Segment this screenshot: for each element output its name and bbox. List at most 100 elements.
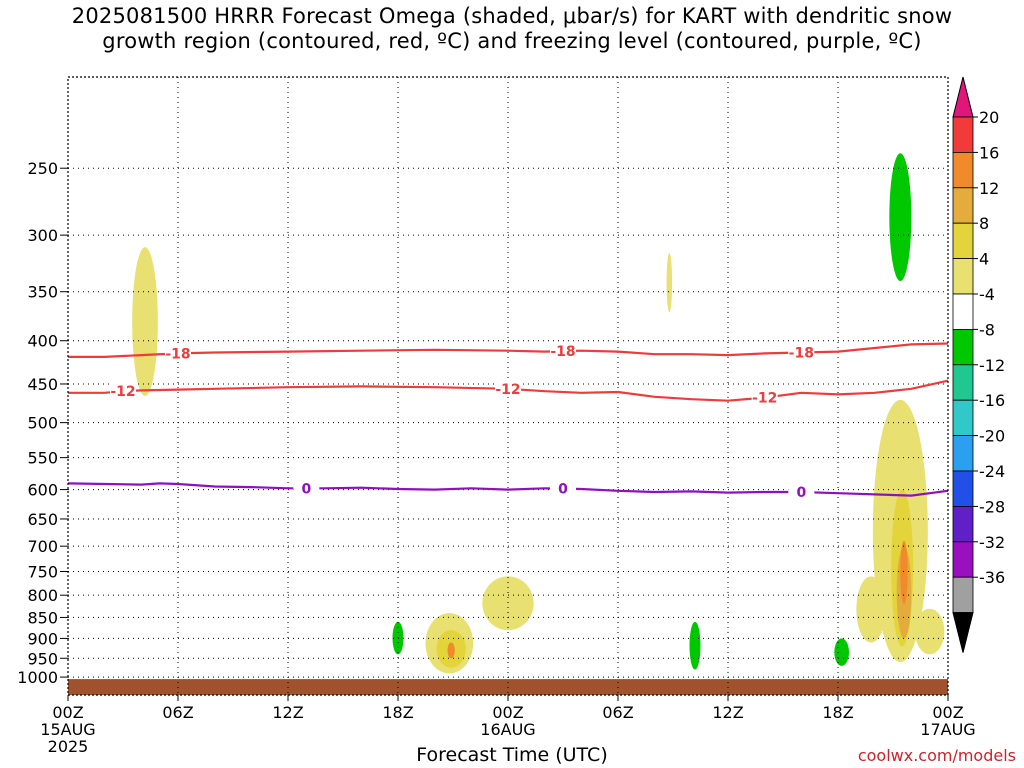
omega-region bbox=[689, 621, 701, 670]
x-tick-label: 15AUG bbox=[40, 720, 95, 739]
grid-layer bbox=[68, 77, 948, 695]
x-tick-label: 17AUG bbox=[920, 720, 975, 739]
x-tick-label: 18Z bbox=[822, 703, 853, 722]
colorbar-label: -16 bbox=[979, 391, 1005, 410]
credit-text: coolwx.com/models bbox=[857, 746, 1016, 765]
omega-region bbox=[795, 566, 815, 618]
colorbar-swatch bbox=[952, 435, 974, 472]
y-tick-label: 950 bbox=[27, 649, 58, 668]
contour-label: 0 bbox=[301, 481, 311, 497]
chart-title: 2025081500 HRRR Forecast Omega (shaded, … bbox=[0, 4, 1024, 54]
y-tick-label: 900 bbox=[27, 629, 58, 648]
contour-label-bg bbox=[165, 345, 191, 362]
freezing-level-contour bbox=[67, 482, 949, 497]
colorbar-label: -4 bbox=[979, 285, 995, 304]
x-axis-label: Forecast Time (UTC) bbox=[416, 744, 608, 766]
contour-label-bg bbox=[788, 344, 815, 361]
dgz-contour bbox=[68, 379, 949, 402]
colorbar-label: -32 bbox=[979, 533, 1005, 552]
x-tick-label: 06Z bbox=[162, 703, 193, 722]
colorbar-swatch bbox=[952, 258, 974, 295]
omega-region bbox=[368, 576, 421, 668]
contour-label-bg bbox=[110, 383, 136, 400]
omega-region bbox=[475, 619, 494, 665]
y-tick-label: 600 bbox=[27, 481, 58, 500]
colorbar-swatch bbox=[952, 399, 974, 437]
omega-region bbox=[96, 501, 106, 552]
colorbar: 20 16 12 8 4 -4 -8 -12 -16 -20 -24 -28 -32 -36 bbox=[952, 76, 1005, 653]
contour-label-bg bbox=[788, 484, 815, 501]
x-tick-label: 00Z bbox=[932, 703, 963, 722]
omega-region bbox=[915, 608, 945, 655]
x-tick-label: 18Z bbox=[382, 703, 413, 722]
y-tick-label: 250 bbox=[27, 159, 58, 178]
contour-label: 0 bbox=[558, 482, 568, 498]
x-tick-label: 00Z bbox=[52, 703, 83, 722]
contour-label-bg bbox=[550, 343, 576, 360]
colorbar-label: -20 bbox=[979, 427, 1005, 446]
colorbar-swatch bbox=[952, 151, 974, 189]
contour-label: -12 bbox=[752, 391, 777, 407]
contour-layer: -18 -18 -18 -12 -12 -12 0 0 0 bbox=[67, 342, 949, 501]
title-line-2: growth region (contoured, red, ºC) and f… bbox=[102, 29, 922, 53]
y-tick-label: 750 bbox=[27, 562, 58, 581]
x-tick-label: 12Z bbox=[712, 703, 743, 722]
colorbar-swatch bbox=[952, 116, 974, 153]
omega-region bbox=[720, 383, 732, 445]
colorbar-label: 20 bbox=[979, 108, 999, 127]
contour-label-bg bbox=[751, 389, 778, 406]
dgz-contour bbox=[68, 342, 949, 358]
y-tick-label: 800 bbox=[27, 586, 58, 605]
contour-label: -12 bbox=[495, 382, 520, 398]
omega-region bbox=[838, 524, 849, 567]
x-tick-label: 16AUG bbox=[480, 720, 535, 739]
x-tick-label: 00Z bbox=[492, 703, 523, 722]
y-tick-label: 550 bbox=[27, 449, 58, 468]
omega-region bbox=[867, 664, 883, 679]
colorbar-label: 12 bbox=[979, 179, 999, 198]
colorbar-label: -36 bbox=[979, 568, 1005, 587]
contour-label: -12 bbox=[110, 384, 135, 400]
colorbar-label: 4 bbox=[979, 250, 989, 269]
x-tick-label: 06Z bbox=[602, 703, 633, 722]
omega-shading-layer bbox=[96, 129, 945, 679]
y-tick-label: 650 bbox=[27, 510, 58, 529]
colorbar-label: -8 bbox=[979, 320, 995, 339]
colorbar-swatch bbox=[952, 505, 974, 543]
contour-label: -18 bbox=[789, 345, 814, 361]
omega-region bbox=[905, 340, 917, 393]
contour-label: 0 bbox=[796, 485, 806, 501]
omega-region bbox=[643, 566, 717, 676]
contour-label: -18 bbox=[550, 344, 575, 360]
colorbar-bottom-arrow bbox=[952, 612, 974, 653]
omega-region bbox=[104, 646, 149, 668]
y-tick-label: 700 bbox=[27, 537, 58, 556]
omega-region bbox=[482, 576, 534, 631]
colorbar-swatch bbox=[952, 222, 974, 259]
contour-label: -18 bbox=[165, 346, 190, 362]
colorbar-top-arrow bbox=[952, 76, 974, 118]
omega-region bbox=[608, 566, 635, 631]
omega-region bbox=[889, 153, 912, 282]
x-tick-label: 12Z bbox=[272, 703, 303, 722]
colorbar-swatch bbox=[952, 576, 974, 614]
y-tick-label: 500 bbox=[27, 414, 58, 433]
x-tick-label: 2025 bbox=[48, 737, 89, 756]
omega-region bbox=[506, 477, 558, 567]
y-tick-label: 450 bbox=[27, 375, 58, 394]
colorbar-swatch bbox=[952, 364, 974, 401]
y-tick-label: 400 bbox=[27, 332, 58, 351]
y-tick-label: 300 bbox=[27, 226, 58, 245]
title-line-1: 2025081500 HRRR Forecast Omega (shaded, … bbox=[71, 4, 953, 28]
omega-region bbox=[834, 638, 850, 666]
axis-layer: 250 300 350 400 450 500 550 600 650 700 750 800 850 9… bbox=[17, 76, 976, 756]
colorbar-label: -12 bbox=[979, 356, 1005, 375]
colorbar-label: 16 bbox=[979, 143, 999, 162]
y-tick-label: 350 bbox=[27, 283, 58, 302]
colorbar-label: 8 bbox=[979, 214, 989, 233]
colorbar-swatch bbox=[952, 541, 974, 578]
colorbar-label: -28 bbox=[979, 497, 1005, 516]
omega-region bbox=[132, 247, 158, 397]
y-tick-label: 850 bbox=[27, 608, 58, 627]
colorbar-swatch bbox=[952, 328, 974, 366]
